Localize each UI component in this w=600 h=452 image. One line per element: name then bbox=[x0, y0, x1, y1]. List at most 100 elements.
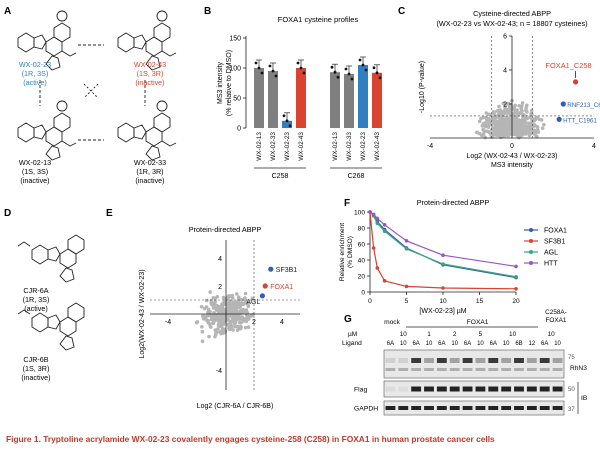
y-tick-label: 0 bbox=[361, 290, 365, 297]
conc-label: 5 bbox=[479, 331, 483, 338]
y-tick-label: 4 bbox=[218, 256, 222, 263]
blot-band bbox=[526, 386, 537, 392]
blot-band bbox=[475, 358, 486, 363]
ib-label: IB bbox=[581, 395, 588, 402]
scatter-point bbox=[207, 322, 212, 326]
scatter-point bbox=[525, 103, 529, 108]
blot-band bbox=[552, 406, 563, 410]
x-tick-label: WX-02-33 bbox=[270, 132, 277, 161]
x-tick-label: 0 bbox=[510, 143, 514, 150]
legend-label: SF3B1 bbox=[544, 239, 566, 246]
scatter-point bbox=[513, 132, 518, 137]
scatter-point bbox=[516, 120, 521, 124]
blot-band bbox=[385, 406, 396, 410]
scatter-point bbox=[224, 301, 229, 306]
chart-title: Protein-directed ABPP bbox=[189, 225, 262, 234]
y-tick-label: 2 bbox=[218, 284, 222, 291]
replicate-point bbox=[274, 74, 278, 78]
scatter-point bbox=[200, 339, 205, 344]
scatter-point bbox=[531, 124, 536, 129]
ligand-label: 10 bbox=[477, 341, 484, 347]
blot-band bbox=[411, 386, 422, 392]
scatter-point bbox=[499, 115, 504, 120]
x-tick-label: WX-02-13 bbox=[332, 132, 339, 161]
legend-marker bbox=[529, 261, 533, 265]
conc-label: 10 bbox=[509, 331, 517, 338]
x-tick-label: WX-02-23 bbox=[360, 132, 367, 161]
y-tick-label: 20 bbox=[358, 274, 366, 281]
scatter-point bbox=[508, 113, 513, 118]
series-line bbox=[369, 211, 517, 279]
scatter-point bbox=[226, 294, 231, 299]
blot-band bbox=[552, 368, 563, 371]
scatter-point bbox=[227, 312, 231, 317]
blot-band bbox=[488, 358, 499, 363]
compound-status: (active) bbox=[24, 304, 48, 313]
scatter-point bbox=[516, 113, 520, 118]
replicate-point bbox=[344, 67, 348, 71]
x-tick-label: 2 bbox=[252, 319, 256, 326]
blot-band bbox=[514, 358, 524, 363]
x-axis-label: [WX-02-23] µM bbox=[419, 308, 466, 315]
blot-band bbox=[436, 368, 447, 371]
scatter-point bbox=[504, 129, 508, 133]
conc-label: 10 bbox=[548, 331, 556, 338]
blot-band bbox=[462, 358, 473, 363]
ligand-label: 6A bbox=[541, 341, 548, 347]
replicate-point bbox=[375, 71, 379, 75]
blot-band bbox=[436, 406, 447, 410]
bar bbox=[372, 72, 382, 128]
replicate-point bbox=[285, 119, 289, 123]
replicate-point bbox=[361, 63, 365, 67]
series-point bbox=[368, 210, 372, 214]
highlight-label: AGL bbox=[246, 299, 260, 306]
scatter-point bbox=[230, 308, 235, 312]
blot-band bbox=[424, 358, 434, 363]
series-point bbox=[441, 253, 445, 257]
legend-marker bbox=[529, 228, 533, 232]
chart-title: Protein-directed ABPP bbox=[417, 198, 490, 207]
y-axis-label: Log2(WX-02-43 / WX-02-23) bbox=[139, 269, 146, 358]
conc-label: 10 bbox=[400, 331, 408, 338]
y-axis-label: (% relative to DMSO) bbox=[226, 50, 233, 116]
ligand-label: 6A bbox=[438, 341, 445, 347]
scatter-point bbox=[200, 329, 205, 334]
scatter-point bbox=[247, 317, 251, 321]
chart-subtitle: (WX-02-23 vs WX-02-43; n = 18807 cystein… bbox=[436, 19, 587, 28]
y-axis-label: -Log10 (P-value) bbox=[419, 61, 426, 113]
scatter-point bbox=[239, 297, 244, 302]
bar bbox=[268, 71, 278, 128]
y-tick-label: 50 bbox=[233, 96, 241, 103]
panel-a-structures bbox=[17, 10, 177, 161]
series-point bbox=[404, 239, 409, 243]
scatter-point bbox=[506, 101, 511, 106]
blot-band bbox=[398, 368, 409, 371]
scatter-point bbox=[478, 131, 482, 136]
x-tick-label: 15 bbox=[476, 298, 484, 305]
replicate-point bbox=[372, 66, 376, 70]
panel-a-labels: WX-02-23 (1R, 3S) (active) WX-02-43 (1S,… bbox=[19, 60, 166, 185]
bar bbox=[296, 68, 306, 128]
scatter-point bbox=[527, 121, 531, 126]
y-axis-label: MS3 intensity bbox=[217, 61, 224, 104]
mw-marker: 37 bbox=[568, 407, 575, 413]
scatter-point bbox=[210, 321, 215, 326]
compound-stereo: (1S, 3R) bbox=[23, 364, 50, 373]
scatter-point bbox=[495, 109, 499, 113]
scatter-point bbox=[228, 326, 232, 331]
replicate-point bbox=[378, 76, 382, 80]
scatter-point bbox=[238, 316, 243, 321]
y-tick-label: 40 bbox=[358, 258, 366, 265]
series-point bbox=[514, 275, 518, 279]
figure-caption: Figure 1. Tryptoline acrylamide WX-02-23… bbox=[6, 434, 495, 444]
scatter-point bbox=[527, 133, 532, 138]
mutant-header: C258A- bbox=[545, 309, 567, 316]
compound-status: (inactive) bbox=[135, 78, 164, 87]
scatter-point bbox=[475, 130, 479, 135]
scatter-point bbox=[537, 117, 542, 122]
compound-stereo: (1S, 3S) bbox=[22, 167, 48, 176]
blot-band bbox=[411, 406, 422, 410]
scatter-point bbox=[229, 315, 234, 319]
scatter-point bbox=[195, 320, 200, 324]
